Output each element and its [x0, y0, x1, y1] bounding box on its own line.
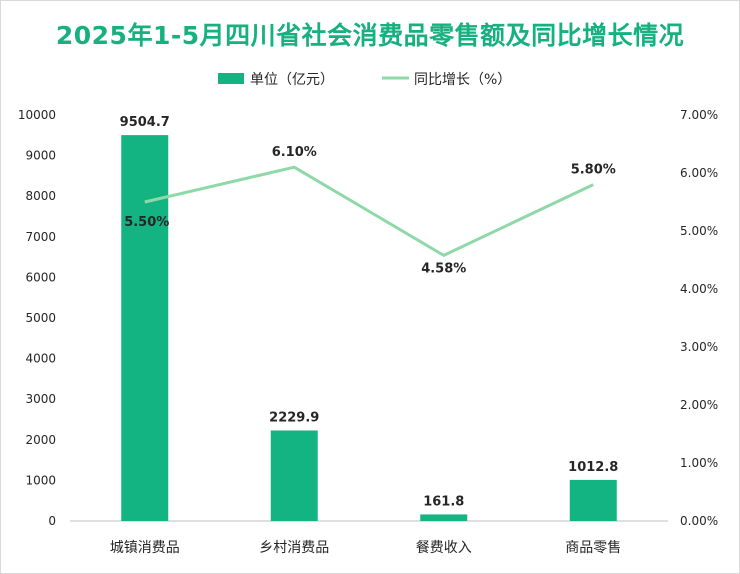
bar: [569, 479, 617, 521]
y-left-tick-label: 6000: [25, 270, 56, 284]
category-label: 商品零售: [565, 540, 621, 556]
y-right-tick-label: 2.00%: [680, 398, 718, 412]
chart-title: 2025年1-5月四川省社会消费品零售额及同比增长情况: [55, 21, 685, 50]
y-right-tick-label: 0.00%: [680, 514, 718, 528]
y-right-tick-label: 5.00%: [680, 224, 718, 238]
y-left-tick-label: 10000: [18, 108, 56, 122]
line-value-label: 5.80%: [571, 163, 616, 178]
y-right-tick-label: 3.00%: [680, 340, 718, 354]
y-right-tick-label: 7.00%: [680, 108, 718, 122]
line-value-label: 4.58%: [421, 261, 466, 276]
y-left-tick-label: 3000: [25, 392, 56, 406]
legend-bar-label: 单位（亿元）: [250, 72, 334, 88]
y-left-tick-label: 5000: [25, 311, 56, 325]
y-left-tick-label: 7000: [25, 230, 56, 244]
bar-value-label: 2229.9: [269, 410, 319, 425]
y-left-tick-label: 9000: [25, 149, 56, 163]
legend-line-label: 同比增长（%）: [414, 72, 511, 88]
bar-value-label: 1012.8: [568, 460, 618, 475]
y-left-tick-label: 2000: [25, 433, 56, 447]
y-left-tick-label: 0: [48, 514, 56, 528]
category-label: 乡村消费品: [259, 540, 329, 556]
bar-value-label: 9504.7: [120, 115, 170, 130]
y-right-tick-label: 1.00%: [680, 456, 718, 470]
y-left-tick-label: 8000: [25, 189, 56, 203]
legend-bar-swatch: [218, 73, 244, 84]
line-value-label: 5.50%: [124, 215, 169, 230]
line-value-label: 6.10%: [272, 145, 317, 160]
category-label: 餐费收入: [416, 540, 472, 556]
y-left-tick-label: 4000: [25, 352, 56, 366]
growth-line: [144, 165, 594, 257]
y-left-tick-label: 1000: [25, 473, 56, 487]
bar: [420, 514, 468, 521]
y-right-tick-label: 6.00%: [680, 166, 718, 180]
bar-value-label: 161.8: [423, 494, 464, 509]
bar: [121, 135, 169, 521]
category-label: 城镇消费品: [110, 540, 180, 556]
y-right-tick-label: 4.00%: [680, 282, 718, 296]
bar: [270, 430, 318, 521]
